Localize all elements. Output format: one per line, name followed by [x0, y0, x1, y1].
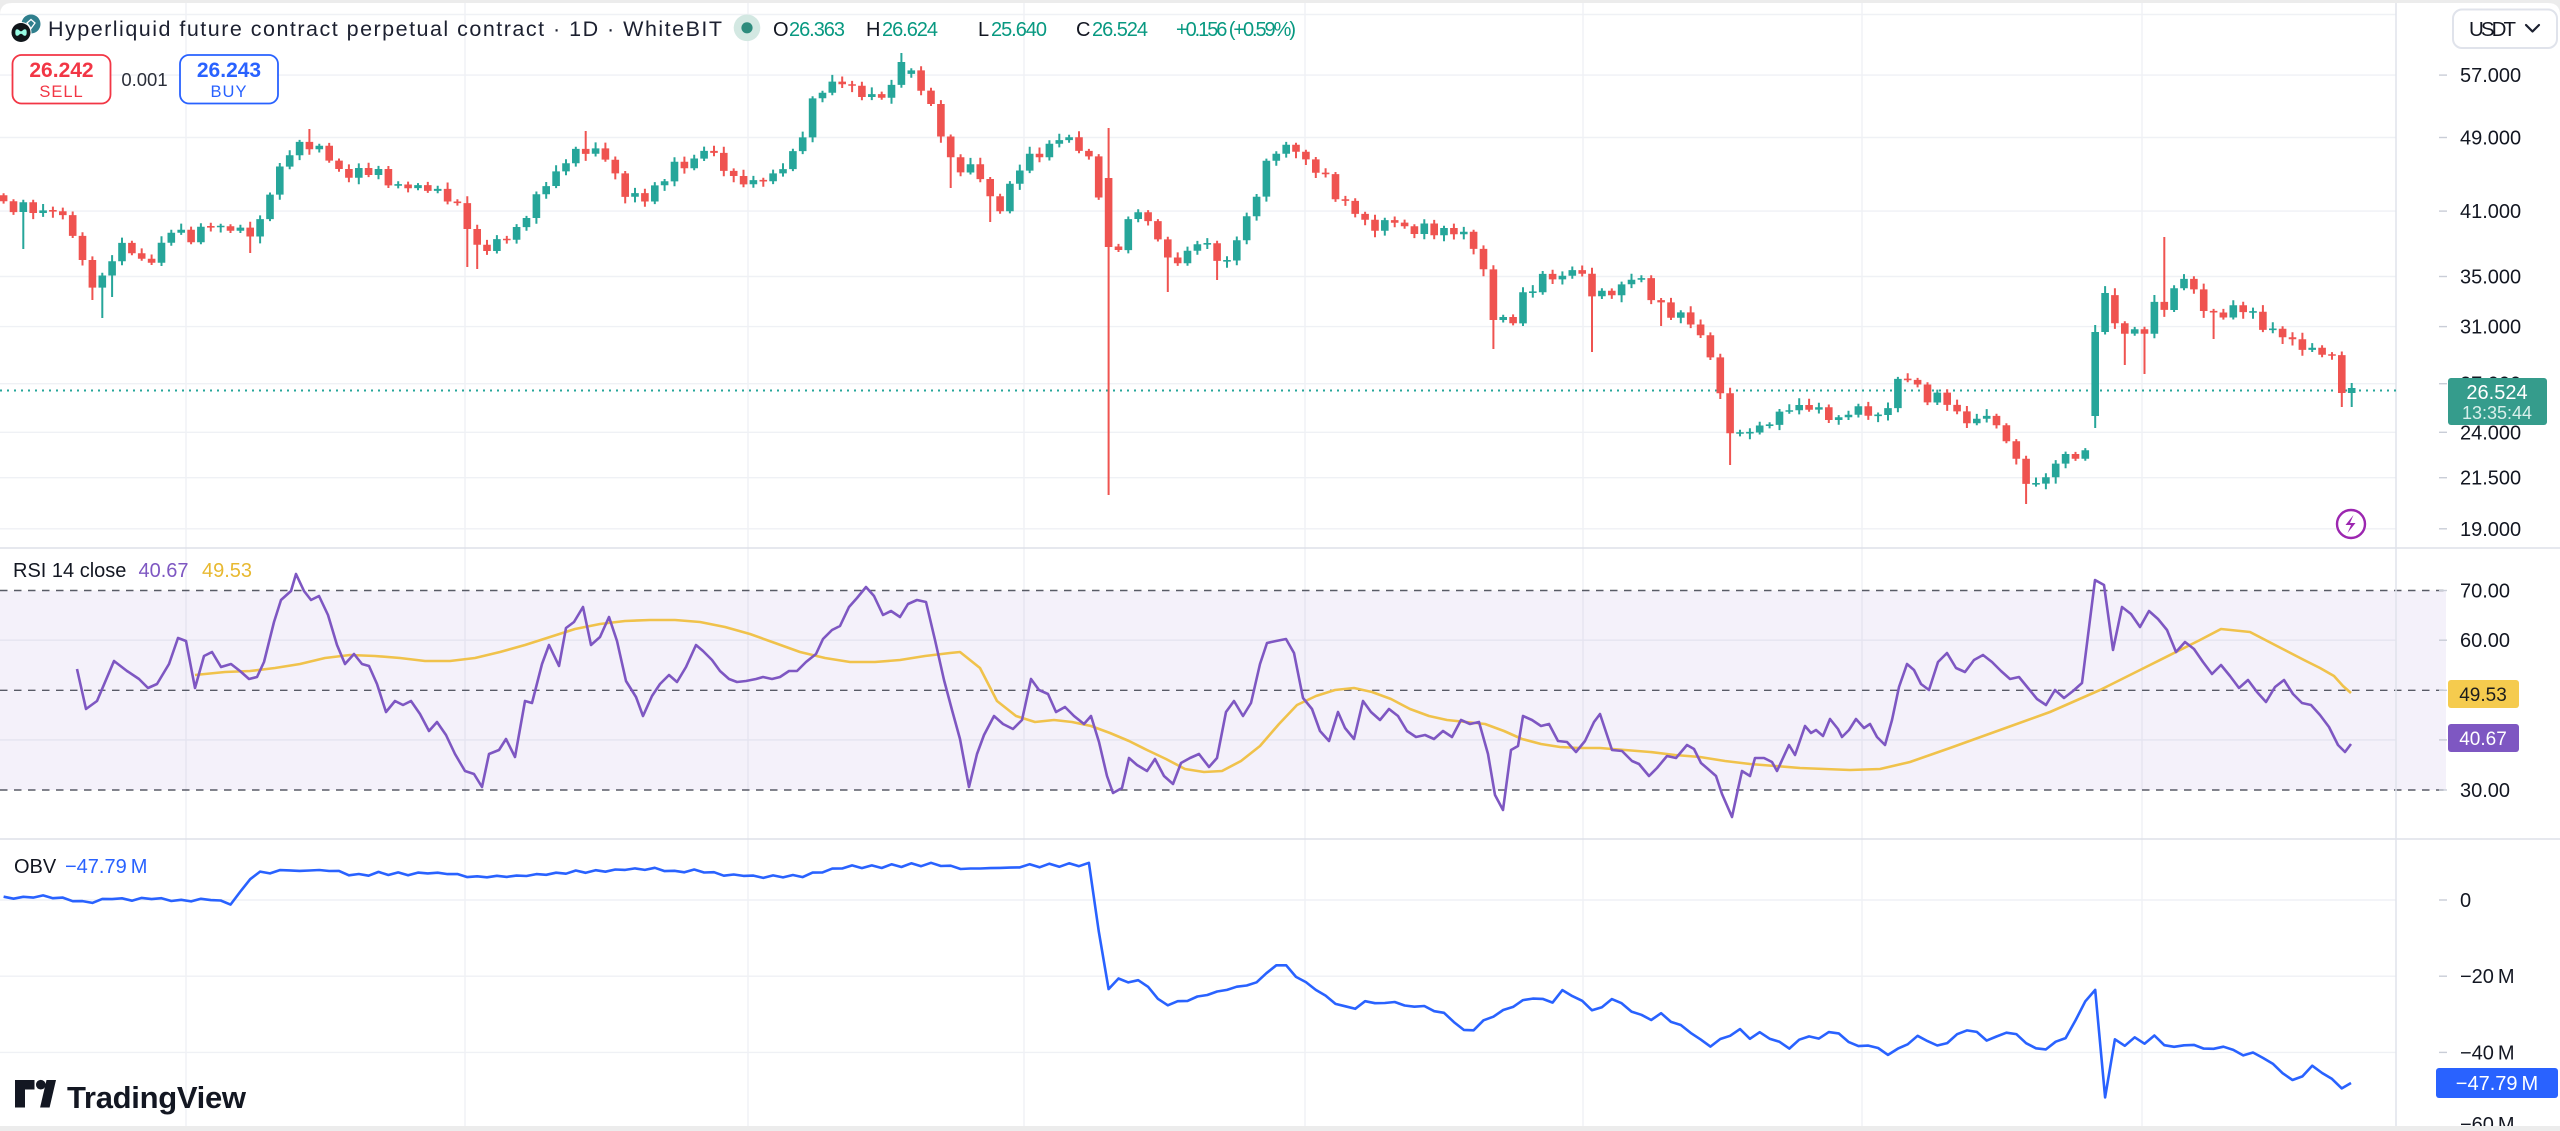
svg-text:26.624: 26.624	[882, 19, 938, 41]
svg-text:O: O	[773, 19, 789, 41]
svg-text:SELL: SELL	[39, 83, 83, 101]
svg-text:−60 M: −60 M	[2460, 1114, 2515, 1126]
svg-text:49.53: 49.53	[202, 560, 252, 582]
svg-text:26.524: 26.524	[2466, 382, 2527, 404]
svg-text:57.000: 57.000	[2460, 65, 2521, 87]
svg-text:31.000: 31.000	[2460, 317, 2521, 339]
svg-text:OBV: OBV	[14, 856, 57, 878]
svg-text:60.00: 60.00	[2460, 630, 2510, 652]
svg-text:49.53: 49.53	[2459, 685, 2507, 706]
svg-text:+0.156 (+0.59%): +0.156 (+0.59%)	[1176, 19, 1296, 41]
svg-text:−47.79 M: −47.79 M	[65, 856, 147, 878]
svg-text:41.000: 41.000	[2460, 201, 2521, 223]
svg-text:70.00: 70.00	[2460, 581, 2510, 603]
svg-text:−20 M: −20 M	[2460, 966, 2515, 988]
svg-text:13:35:44: 13:35:44	[2462, 403, 2532, 423]
svg-text:35.000: 35.000	[2460, 266, 2521, 288]
svg-text:−47.79 M: −47.79 M	[2456, 1073, 2538, 1095]
svg-text:26.242: 26.242	[29, 59, 93, 82]
svg-text:26.363: 26.363	[789, 19, 845, 41]
svg-text:21.500: 21.500	[2460, 468, 2521, 490]
svg-text:40.67: 40.67	[2459, 729, 2507, 750]
svg-text:L: L	[978, 19, 989, 41]
svg-text:19.000: 19.000	[2460, 519, 2521, 541]
svg-text:−40 M: −40 M	[2460, 1042, 2515, 1064]
svg-text:RSI 14 close: RSI 14 close	[13, 560, 126, 582]
svg-text:Hyperliquid future contract pe: Hyperliquid future contract perpetual co…	[48, 17, 722, 41]
svg-text:25.640: 25.640	[991, 19, 1047, 41]
svg-text:BUY: BUY	[211, 83, 248, 101]
svg-text:0: 0	[2460, 890, 2471, 912]
svg-text:40.67: 40.67	[139, 560, 189, 582]
svg-text:24.000: 24.000	[2460, 422, 2521, 444]
svg-text:26.243: 26.243	[197, 59, 261, 82]
svg-text:30.00: 30.00	[2460, 780, 2510, 802]
svg-text:49.000: 49.000	[2460, 128, 2521, 150]
svg-text:H: H	[866, 19, 880, 41]
svg-text:26.524: 26.524	[1092, 19, 1148, 41]
svg-text:C: C	[1076, 19, 1090, 41]
svg-text:0.001: 0.001	[121, 69, 167, 90]
svg-text:TradingView: TradingView	[67, 1080, 247, 1115]
svg-text:USDT: USDT	[2469, 18, 2516, 41]
